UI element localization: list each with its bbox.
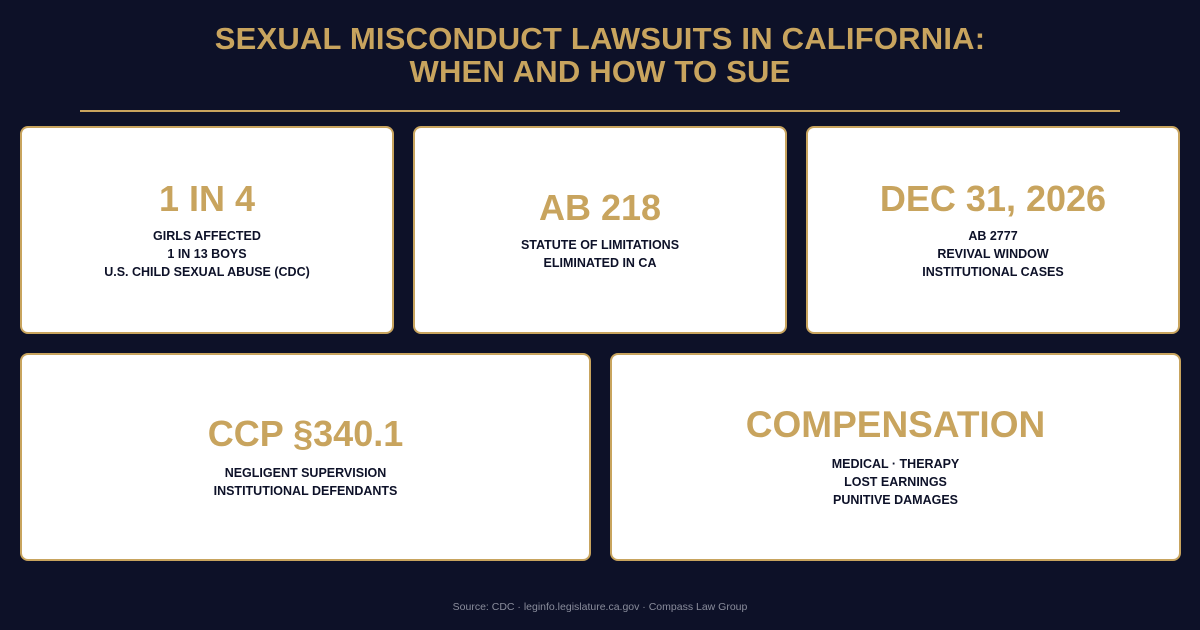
stat-card-line: NEGLIGENT SUPERVISION bbox=[224, 466, 387, 480]
stat-card-line: AB 2777 bbox=[968, 229, 1018, 243]
stat-card-line: LOST EARNINGS bbox=[844, 475, 947, 489]
title-divider bbox=[80, 110, 1120, 112]
stat-card-line: INSTITUTIONAL CASES bbox=[922, 265, 1064, 279]
stat-card-prevalence: 1 IN 4 GIRLS AFFECTED 1 IN 13 BOYS U.S. … bbox=[20, 126, 394, 334]
stat-card-line: 1 IN 13 BOYS bbox=[167, 247, 247, 261]
stat-card-deadline: DEC 31, 2026 AB 2777 REVIVAL WINDOW INST… bbox=[806, 126, 1180, 334]
stat-card-description: GIRLS AFFECTED 1 IN 13 BOYS U.S. CHILD S… bbox=[104, 227, 310, 281]
page-title: SEXUAL MISCONDUCT LAWSUITS IN CALIFORNIA… bbox=[0, 22, 1200, 88]
stat-card-line: REVIVAL WINDOW bbox=[937, 247, 1049, 261]
stat-card-headline: CCP §340.1 bbox=[207, 413, 404, 454]
stat-card-description: NEGLIGENT SUPERVISION INSTITUTIONAL DEFE… bbox=[214, 464, 398, 500]
stat-card-headline: 1 IN 4 bbox=[158, 178, 256, 219]
stat-card-headline: COMPENSATION bbox=[745, 404, 1046, 445]
stat-card-compensation: COMPENSATION MEDICAL · THERAPY LOST EARN… bbox=[610, 353, 1181, 561]
source-footer: Source: CDC · leginfo.legislature.ca.gov… bbox=[452, 601, 748, 613]
stat-card-line: ELIMINATED IN CA bbox=[543, 256, 657, 270]
page-title-line-2: WHEN AND HOW TO SUE bbox=[409, 54, 791, 89]
stat-card-line: PUNITIVE DAMAGES bbox=[832, 493, 958, 507]
stat-card-description: MEDICAL · THERAPY LOST EARNINGS PUNITIVE… bbox=[832, 455, 960, 509]
page-title-line-1: SEXUAL MISCONDUCT LAWSUITS IN CALIFORNIA… bbox=[214, 21, 986, 56]
stat-card-line: U.S. CHILD SEXUAL ABUSE (CDC) bbox=[104, 265, 310, 279]
stat-card-headline: AB 218 bbox=[538, 187, 662, 228]
stat-card-line: STATUTE OF LIMITATIONS bbox=[520, 238, 680, 252]
stat-card-ccp-340-1: CCP §340.1 NEGLIGENT SUPERVISION INSTITU… bbox=[20, 353, 591, 561]
stat-card-line: MEDICAL · THERAPY bbox=[831, 457, 960, 471]
stat-card-description: AB 2777 REVIVAL WINDOW INSTITUTIONAL CAS… bbox=[922, 227, 1063, 281]
stat-card-description: STATUTE OF LIMITATIONS ELIMINATED IN CA bbox=[521, 236, 679, 272]
stat-card-line: INSTITUTIONAL DEFENDANTS bbox=[213, 484, 398, 498]
stat-card-ab218: AB 218 STATUTE OF LIMITATIONS ELIMINATED… bbox=[413, 126, 787, 334]
stat-card-line: GIRLS AFFECTED bbox=[153, 229, 261, 243]
stat-card-headline: DEC 31, 2026 bbox=[879, 178, 1107, 219]
